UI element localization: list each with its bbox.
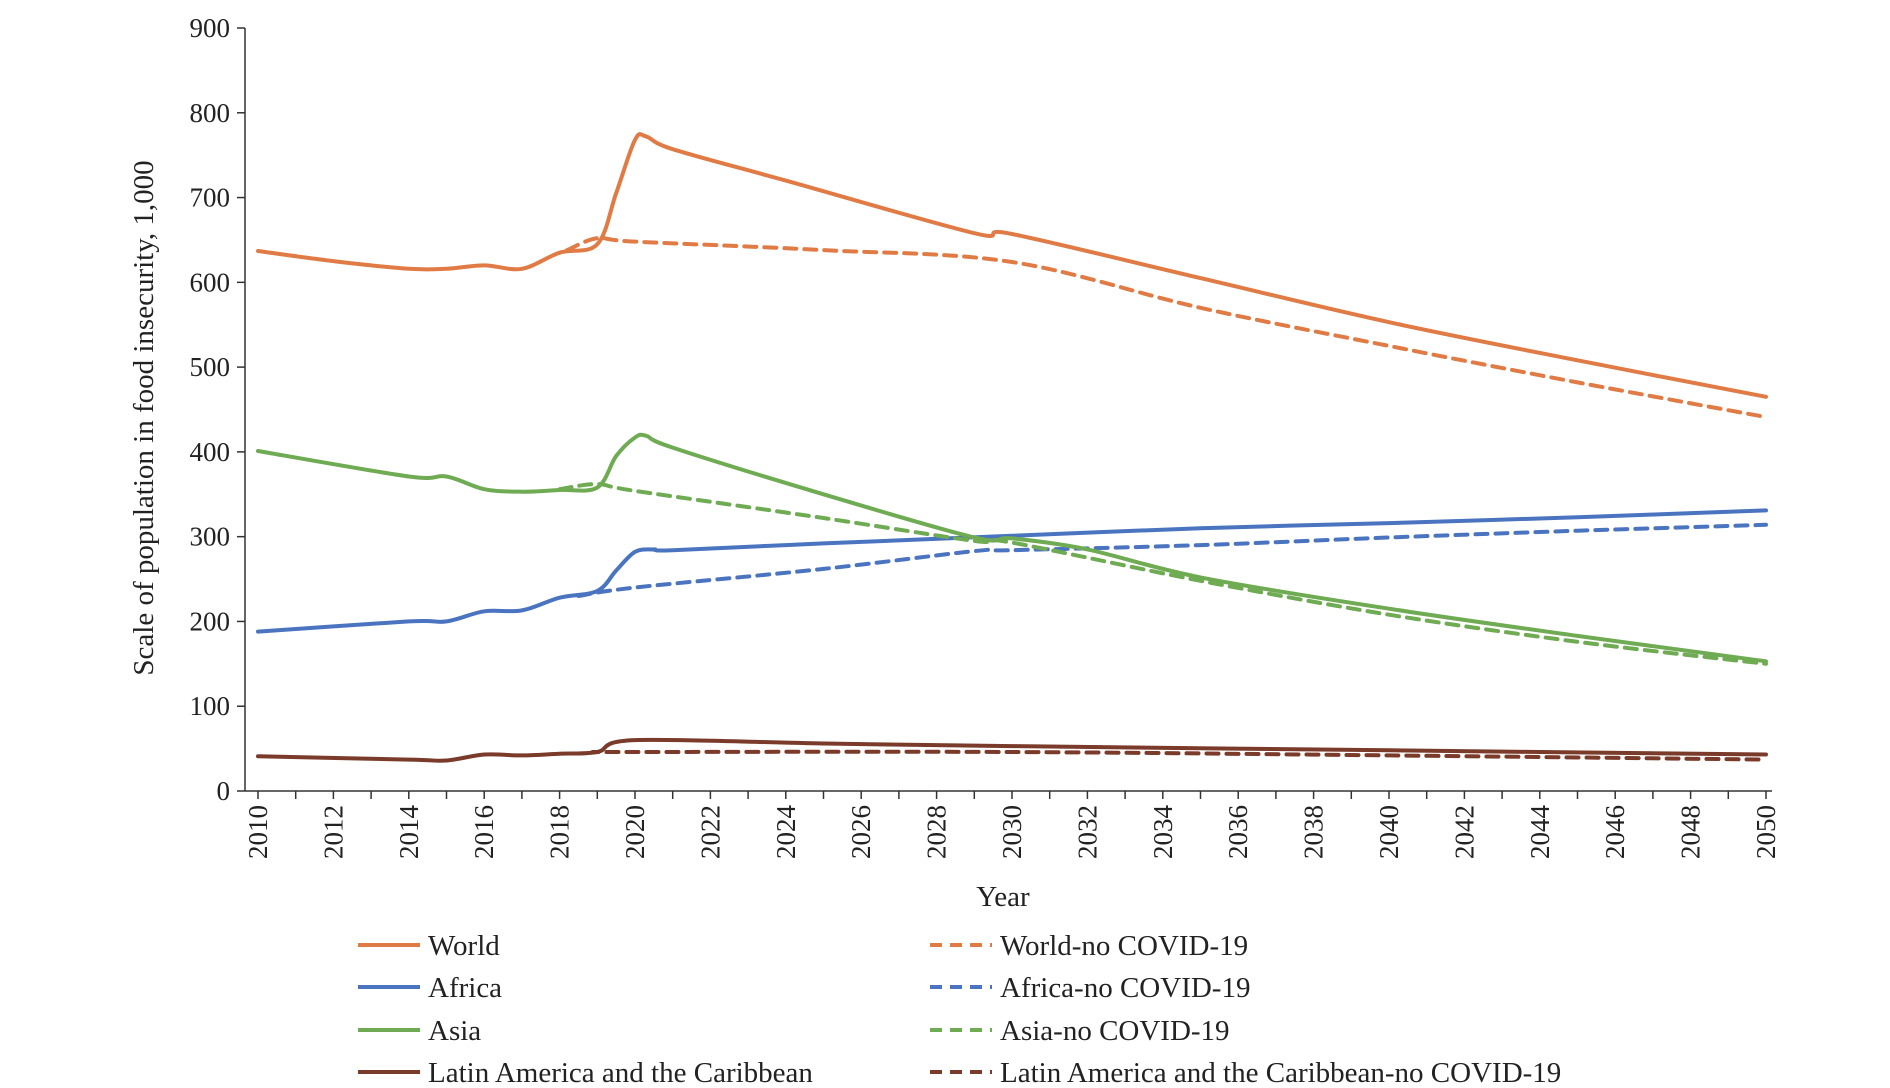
x-tick-label: 2046 xyxy=(1600,805,1630,859)
x-tick-label: 2022 xyxy=(695,805,725,859)
y-tick-label: 800 xyxy=(190,98,231,128)
legend-item-world: World xyxy=(358,930,500,962)
x-tick-label: 2050 xyxy=(1751,805,1781,859)
series-line-latin-america-and-the-caribbean xyxy=(256,737,1768,763)
legend-label: Asia xyxy=(428,1015,481,1047)
x-tick-label: 2016 xyxy=(469,805,499,859)
series-line-latin-america-and-the-caribbean-no-covid-19 xyxy=(590,749,1768,762)
legend-item-latin-america-and-the-caribbean: Latin America and the Caribbean xyxy=(358,1057,813,1088)
legend-item-world-no-covid-19: World-no COVID-19 xyxy=(930,930,1248,962)
legend-label: Latin America and the Caribbean xyxy=(428,1057,813,1088)
legend-item-asia-no-covid-19: Asia-no COVID-19 xyxy=(930,1015,1230,1047)
y-tick-label: 100 xyxy=(190,691,231,721)
y-tick-label: 600 xyxy=(190,267,231,297)
x-tick-label: 2014 xyxy=(394,805,424,860)
legend-label: Africa xyxy=(428,972,502,1004)
series-line-asia-no-covid-19 xyxy=(557,482,1768,666)
x-tick-label: 2012 xyxy=(318,805,348,859)
x-tick-label: 2048 xyxy=(1676,805,1706,859)
series-line-world-no-covid-19 xyxy=(565,235,1768,420)
y-tick-label: 500 xyxy=(190,352,231,382)
y-axis: 0 100 200 300 400 500 600 700 800 900 xyxy=(190,13,246,806)
series-line-africa-no-covid-19 xyxy=(576,522,1768,598)
legend-label: World xyxy=(428,930,500,962)
legend-item-africa: Africa xyxy=(358,972,502,1004)
y-tick-label: 200 xyxy=(190,606,231,636)
x-tick-label: 2038 xyxy=(1299,805,1329,859)
x-tick-label: 2034 xyxy=(1148,805,1178,860)
legend-item-africa-no-covid-19: Africa-no COVID-19 xyxy=(930,972,1250,1004)
legend-item-latin-america-and-the-caribbean-no-covid-19: Latin America and the Caribbean-no COVID… xyxy=(930,1057,1561,1088)
legend: World World-no COVID-19 Africa Africa-no CO… xyxy=(358,930,1561,1088)
series-line-world xyxy=(256,132,1768,399)
y-tick-label: 700 xyxy=(190,183,231,213)
x-tick-label: 2030 xyxy=(997,805,1027,859)
x-axis-title: Year xyxy=(976,881,1030,913)
legend-label: Africa-no COVID-19 xyxy=(1000,972,1250,1004)
series-line-africa xyxy=(256,508,1768,634)
series-line-asia xyxy=(256,432,1768,664)
x-tick-label: 2010 xyxy=(243,805,273,859)
y-axis-title: Scale of population in food insecurity, … xyxy=(128,160,160,675)
y-tick-label: 0 xyxy=(217,776,231,806)
legend-item-asia: Asia xyxy=(358,1015,481,1047)
x-tick-label: 2032 xyxy=(1072,805,1102,859)
y-tick-label: 400 xyxy=(190,437,231,467)
legend-label: Asia-no COVID-19 xyxy=(1000,1015,1230,1047)
x-tick-label: 2026 xyxy=(846,805,876,859)
x-tick-label: 2036 xyxy=(1223,805,1253,859)
y-tick-label: 900 xyxy=(190,13,231,43)
plot-area xyxy=(256,132,1768,763)
x-tick-label: 2020 xyxy=(620,805,650,859)
x-tick-label: 2024 xyxy=(771,805,801,860)
x-tick-label: 2028 xyxy=(922,805,952,859)
x-tick-label: 2042 xyxy=(1449,805,1479,859)
y-tick-label: 300 xyxy=(190,522,231,552)
x-axis: 2010 2012 2014 2016 2018 2020 2022 2024 2026 2028… xyxy=(243,790,1781,860)
legend-label: Latin America and the Caribbean-no COVID… xyxy=(1000,1057,1561,1088)
x-tick-label: 2018 xyxy=(545,805,575,859)
x-tick-label: 2040 xyxy=(1374,805,1404,859)
legend-label: World-no COVID-19 xyxy=(1000,930,1248,962)
x-tick-label: 2044 xyxy=(1525,805,1555,860)
